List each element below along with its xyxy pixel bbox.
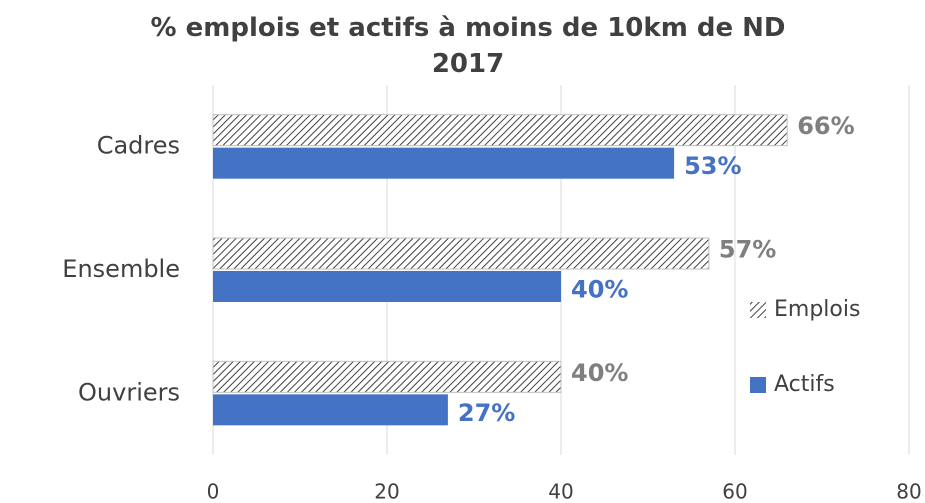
x-tick-label: 40 (548, 480, 573, 503)
x-tick-label: 20 (374, 480, 399, 503)
x-tick-label: 60 (722, 480, 747, 503)
value-label: 27% (458, 399, 515, 427)
bar (213, 147, 675, 179)
value-label: 40% (571, 276, 628, 304)
x-tick-label: 80 (896, 480, 921, 503)
category-label: Ensemble (62, 255, 180, 283)
chart-title: % emplois et actifs à moins de 10km de N… (150, 13, 786, 79)
value-label: 40% (571, 359, 628, 387)
legend-swatch (750, 377, 766, 393)
x-tick-label: 0 (207, 480, 220, 503)
bar (212, 237, 710, 270)
value-label: 53% (684, 152, 741, 180)
bar (212, 360, 562, 393)
bar (213, 271, 561, 302)
legend-label: Actifs (774, 372, 835, 397)
category-label: Cadres (97, 132, 180, 160)
legend-label: Emplois (774, 297, 860, 322)
value-label: 57% (719, 236, 776, 264)
legend-swatch (750, 302, 766, 318)
value-label: 66% (797, 112, 854, 140)
category-label: Ouvriers (78, 378, 180, 406)
bar (213, 394, 448, 426)
bar (212, 114, 788, 147)
